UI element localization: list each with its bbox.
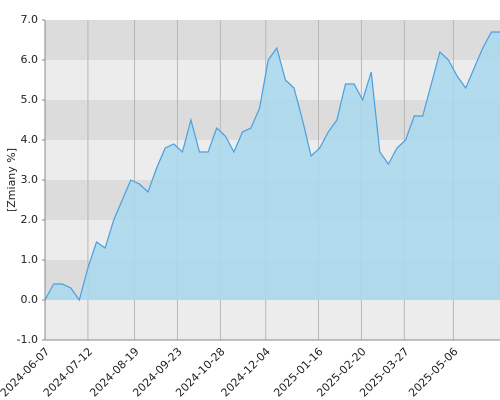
y-tick-label: -1.0	[17, 333, 38, 346]
y-tick-label: 0.0	[21, 293, 39, 306]
x-tick-label: 2024-12-04	[219, 345, 273, 399]
line	[44, 31, 500, 302]
y-tick-label: 6.0	[21, 53, 39, 66]
y-tick-label: 7.0	[21, 13, 39, 26]
y-tick-label: 2.0	[21, 213, 39, 226]
y-tick-label: 4.0	[21, 133, 39, 146]
y-axis-label: [Zmiany %]	[5, 148, 18, 212]
y-tick-label: 5.0	[21, 93, 39, 106]
x-tick-label: 2025-05-06	[406, 345, 460, 399]
y-tick-label: 3.0	[21, 173, 39, 186]
y-tick-label: 1.0	[21, 253, 39, 266]
area	[45, 32, 500, 300]
